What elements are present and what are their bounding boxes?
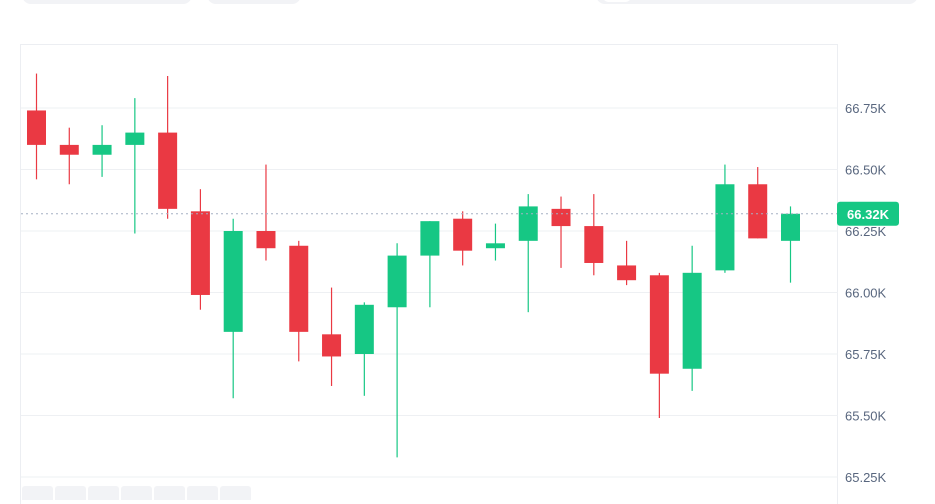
last-price-tag: [837, 201, 899, 226]
time-range-tab[interactable]: [220, 486, 251, 500]
candle-body: [518, 206, 538, 241]
y-tick-label: 65.25K: [845, 470, 887, 485]
time-range-tab[interactable]: [88, 486, 119, 500]
candle-body: [682, 272, 702, 369]
y-tick-label: 66.50K: [845, 163, 887, 178]
candle-body: [322, 334, 342, 357]
candle-body: [617, 265, 637, 281]
candle-body: [190, 211, 210, 295]
candle-body: [453, 218, 473, 251]
candle-body: [27, 110, 46, 145]
chart-type-toggle[interactable]: [596, 0, 918, 4]
time-range-tab[interactable]: [121, 486, 152, 500]
candle-body: [551, 208, 571, 227]
candle-body: [584, 226, 604, 263]
last-price-label: 66.32K: [847, 207, 890, 222]
y-tick-label: 66.75K: [845, 101, 887, 116]
y-tick-label: 66.00K: [845, 286, 887, 301]
candle-body: [387, 255, 407, 308]
candle-body: [59, 144, 79, 155]
candle-body: [256, 231, 276, 249]
candle-body: [289, 245, 309, 332]
candle-body: [715, 184, 735, 271]
candle-body: [748, 184, 768, 239]
time-range-tab[interactable]: [22, 486, 53, 500]
time-range-tab[interactable]: [187, 486, 218, 500]
chart-frame: [20, 44, 838, 504]
candle-body: [485, 243, 505, 249]
y-tick-label: 65.75K: [845, 347, 887, 362]
y-tick-label: 65.50K: [845, 409, 887, 424]
y-tick-label: 66.25K: [845, 224, 887, 239]
time-range-tab[interactable]: [154, 486, 185, 500]
candle-body: [92, 144, 112, 155]
time-range-tab[interactable]: [55, 486, 86, 500]
toggle-knob: [602, 0, 632, 2]
top-filter-pill[interactable]: [22, 0, 192, 4]
candle-body: [223, 231, 243, 332]
candle-body: [781, 213, 800, 241]
candle-body: [420, 221, 440, 256]
candle-body: [158, 132, 178, 209]
candle-body: [354, 304, 374, 354]
time-range-tabs: [22, 486, 251, 500]
candle-body: [649, 275, 669, 374]
top-filter-pill-secondary[interactable]: [207, 0, 301, 4]
candle-body: [125, 132, 145, 145]
